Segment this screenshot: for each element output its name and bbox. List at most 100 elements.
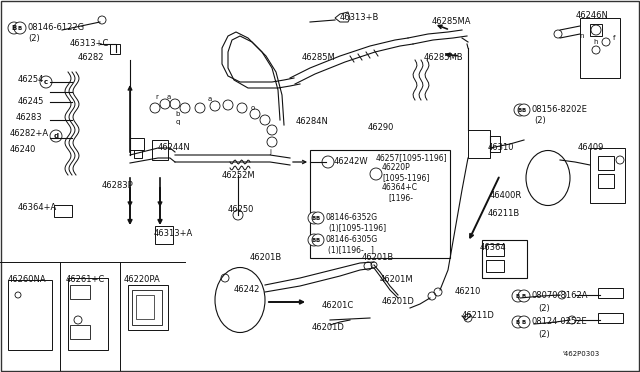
Text: (2): (2) — [28, 33, 40, 42]
Text: 46313+B: 46313+B — [340, 13, 380, 22]
Text: 46313+A: 46313+A — [154, 230, 193, 238]
Text: 46201D: 46201D — [382, 298, 415, 307]
Circle shape — [518, 104, 530, 116]
Text: 46201B: 46201B — [250, 253, 282, 263]
Text: 08124-0252E: 08124-0252E — [531, 317, 587, 327]
Bar — [580, 18, 620, 78]
Bar — [54, 205, 72, 217]
Bar — [136, 295, 154, 319]
Text: 46400R: 46400R — [490, 192, 522, 201]
Text: [1196-: [1196- — [388, 193, 413, 202]
Text: c: c — [44, 79, 48, 85]
Text: q: q — [176, 119, 180, 125]
Text: 08156-8202E: 08156-8202E — [531, 106, 587, 115]
Text: B: B — [312, 237, 316, 243]
Bar — [486, 260, 504, 272]
Text: f: f — [612, 35, 615, 41]
Text: (2): (2) — [538, 330, 550, 339]
Text: j: j — [269, 149, 271, 155]
Bar — [590, 24, 602, 36]
Text: 46310: 46310 — [488, 144, 515, 153]
Text: 46201B: 46201B — [362, 253, 394, 263]
Text: 08070-8162A: 08070-8162A — [531, 292, 588, 301]
Text: 46260NA: 46260NA — [8, 276, 47, 285]
Text: B: B — [522, 320, 526, 324]
Text: 46283P: 46283P — [102, 182, 134, 190]
Text: 46283: 46283 — [16, 113, 43, 122]
Circle shape — [518, 316, 530, 328]
Text: B: B — [518, 108, 522, 112]
Text: 46285MB: 46285MB — [424, 54, 463, 62]
Text: B: B — [12, 25, 17, 31]
Bar — [8, 280, 52, 350]
Circle shape — [512, 290, 524, 302]
Text: 46364: 46364 — [480, 244, 507, 253]
Bar — [590, 148, 625, 203]
Text: 46290: 46290 — [368, 124, 394, 132]
Bar — [598, 313, 623, 323]
Bar — [132, 290, 162, 325]
Text: a: a — [167, 94, 171, 100]
Bar — [134, 150, 142, 158]
Text: 46246N: 46246N — [576, 12, 609, 20]
Circle shape — [370, 168, 382, 180]
Text: B: B — [316, 215, 320, 221]
Text: B: B — [18, 26, 22, 31]
Bar — [155, 226, 173, 244]
Text: 46282+A: 46282+A — [10, 129, 49, 138]
Circle shape — [40, 76, 52, 88]
Text: 46257[1095-1196]: 46257[1095-1196] — [376, 154, 447, 163]
Bar — [468, 130, 490, 158]
Text: 08146-6305G: 08146-6305G — [325, 235, 377, 244]
Text: 46220P: 46220P — [382, 164, 411, 173]
Text: 46245: 46245 — [18, 97, 44, 106]
Text: (1)[1095-1196]: (1)[1095-1196] — [328, 224, 386, 232]
Text: 46285M: 46285M — [302, 54, 336, 62]
Text: 46364+A: 46364+A — [18, 203, 57, 212]
Text: o: o — [251, 105, 255, 111]
Circle shape — [518, 290, 530, 302]
Bar — [482, 240, 527, 278]
Circle shape — [8, 22, 20, 34]
Text: 08146-6122G: 08146-6122G — [27, 23, 84, 32]
Text: 46285MA: 46285MA — [432, 17, 472, 26]
Text: a: a — [208, 96, 212, 102]
Text: h: h — [594, 39, 598, 45]
Circle shape — [50, 130, 62, 142]
Text: 46210: 46210 — [455, 288, 481, 296]
Text: 46313+C: 46313+C — [70, 39, 109, 48]
Text: 46244N: 46244N — [158, 144, 191, 153]
Text: r: r — [156, 94, 159, 100]
Text: 46211D: 46211D — [462, 311, 495, 321]
Bar — [490, 136, 500, 152]
Text: 46242: 46242 — [234, 285, 260, 295]
Bar — [598, 288, 623, 298]
Bar — [70, 285, 90, 299]
Text: B: B — [516, 320, 520, 324]
Text: 46409: 46409 — [578, 144, 604, 153]
Text: 46220PA: 46220PA — [124, 276, 161, 285]
Text: B: B — [516, 294, 520, 298]
Text: 08146-6352G: 08146-6352G — [325, 214, 377, 222]
Text: 46364+C: 46364+C — [382, 183, 418, 192]
Text: 46201C: 46201C — [322, 301, 355, 311]
Text: 46240: 46240 — [10, 145, 36, 154]
Circle shape — [312, 212, 324, 224]
Bar — [486, 244, 504, 256]
Bar — [128, 285, 168, 330]
Bar — [598, 174, 614, 188]
Text: [1095-1196]: [1095-1196] — [382, 173, 429, 183]
Text: d: d — [53, 133, 59, 139]
Text: 46254: 46254 — [18, 76, 44, 84]
Circle shape — [308, 212, 320, 224]
Circle shape — [514, 104, 526, 116]
Text: 46250: 46250 — [228, 205, 254, 215]
Text: B: B — [316, 237, 320, 243]
Text: B: B — [522, 108, 526, 112]
Circle shape — [312, 234, 324, 246]
Text: (1)[1196-   ]: (1)[1196- ] — [328, 246, 374, 254]
Text: B: B — [312, 215, 316, 221]
Bar — [152, 140, 168, 160]
Bar — [68, 278, 108, 350]
Bar — [110, 44, 120, 54]
